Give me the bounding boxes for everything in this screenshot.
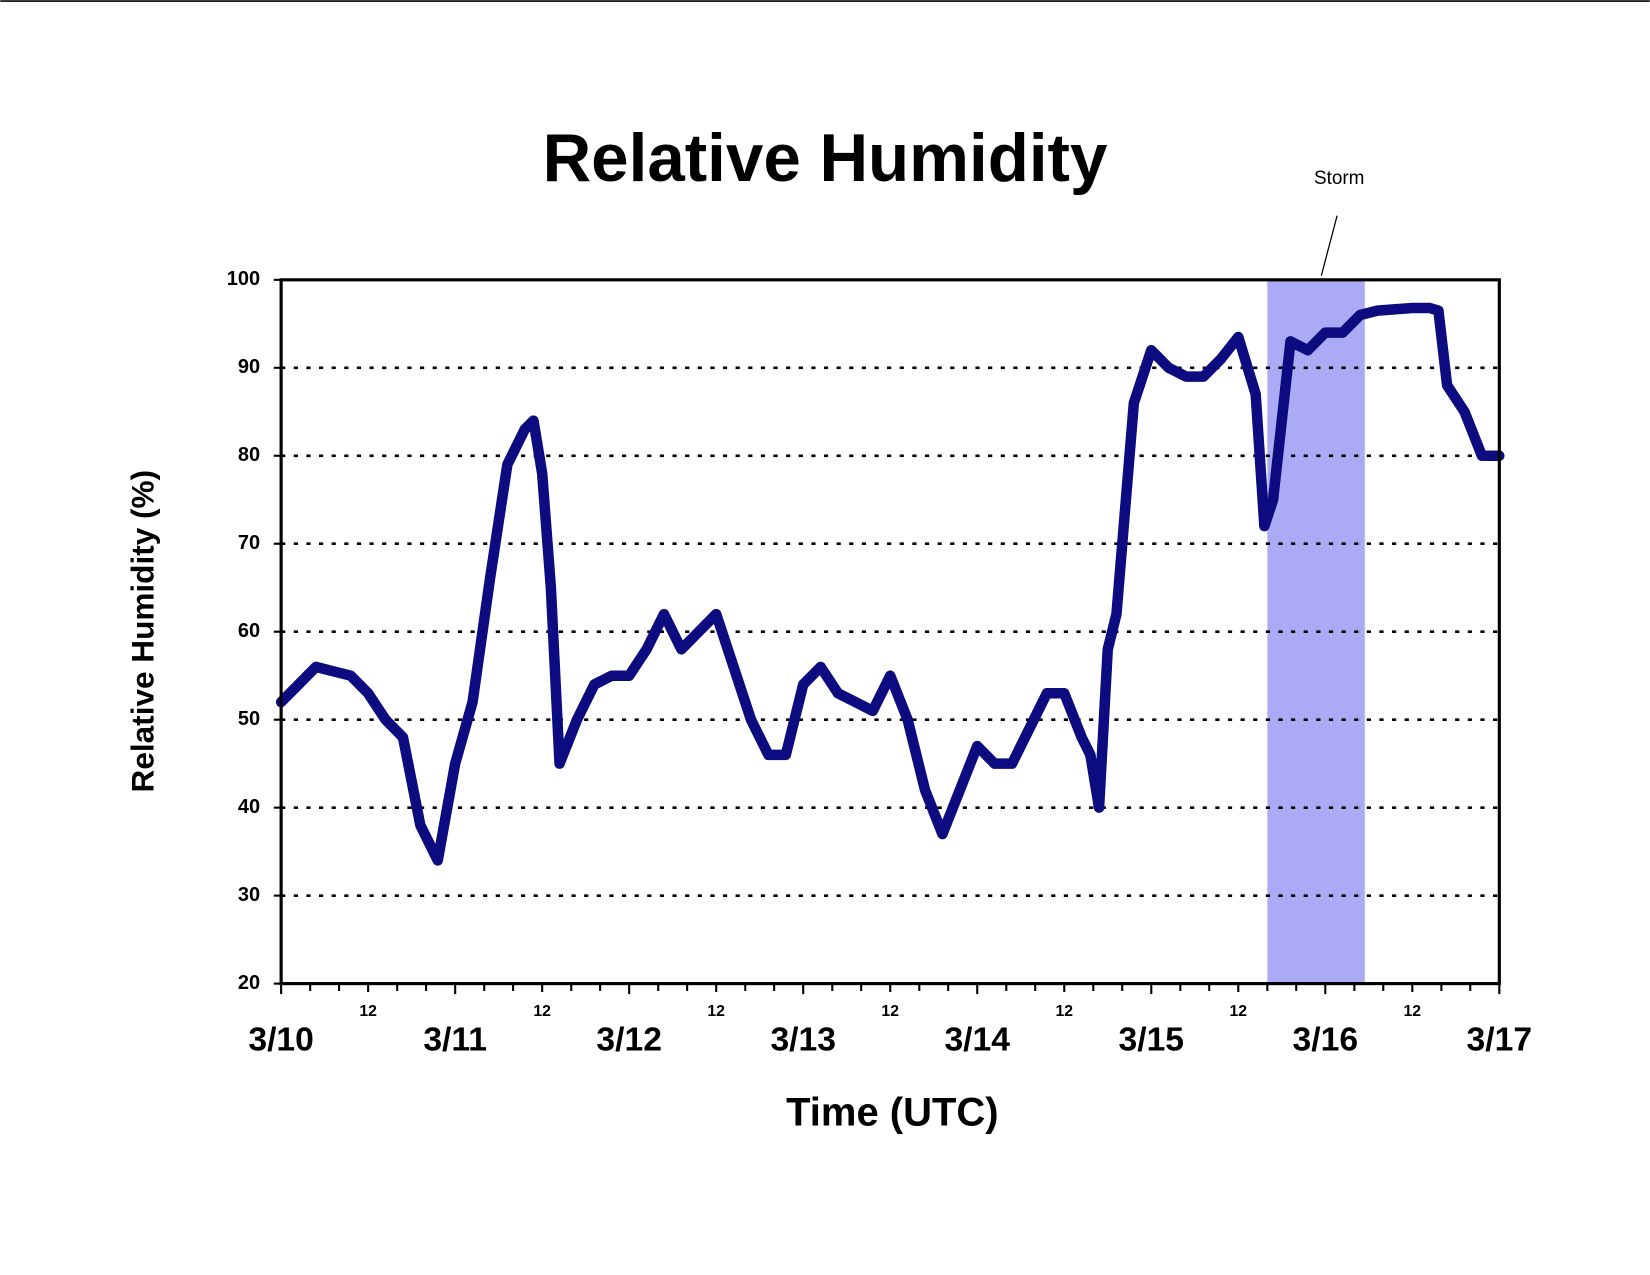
- x-hour-label: 12: [533, 1003, 551, 1020]
- humidity-line: [275, 302, 1505, 866]
- x-day-label: 3/17: [1467, 1021, 1533, 1058]
- y-tick-label: 50: [238, 708, 260, 730]
- x-day-label: 3/15: [1119, 1021, 1185, 1058]
- y-axis-title: Relative Humidity (%): [125, 470, 161, 793]
- x-hour-label: 12: [1404, 1003, 1422, 1020]
- y-tick-label: 30: [238, 884, 260, 906]
- x-hour-label: 12: [707, 1003, 725, 1020]
- x-day-label: 3/11: [423, 1021, 487, 1058]
- x-hour-label: 12: [881, 1003, 899, 1020]
- y-tick-label: 80: [238, 444, 260, 466]
- annotation-label: Storm: [1314, 168, 1364, 189]
- y-tick-label: 20: [238, 972, 260, 994]
- x-axis-title: Time (UTC): [786, 1091, 998, 1135]
- x-day-label: 3/14: [944, 1021, 1010, 1058]
- x-day-label: 3/12: [596, 1021, 662, 1058]
- chart-title: Relative Humidity: [543, 121, 1108, 196]
- y-tick-label: 100: [227, 268, 260, 290]
- y-tick-label: 70: [238, 532, 260, 554]
- annotation-leader: [1320, 215, 1338, 276]
- y-tick-label: 40: [238, 796, 260, 818]
- x-day-label: 3/10: [248, 1021, 314, 1058]
- y-tick-label: 60: [238, 620, 260, 642]
- x-day-label: 3/16: [1293, 1021, 1359, 1058]
- y-tick-label: 90: [238, 356, 260, 378]
- x-hour-label: 12: [1055, 1003, 1073, 1020]
- x-hour-label: 12: [359, 1003, 377, 1020]
- x-hour-label: 12: [1230, 1003, 1248, 1020]
- plot-frame: [279, 278, 1501, 986]
- x-day-label: 3/13: [770, 1021, 836, 1058]
